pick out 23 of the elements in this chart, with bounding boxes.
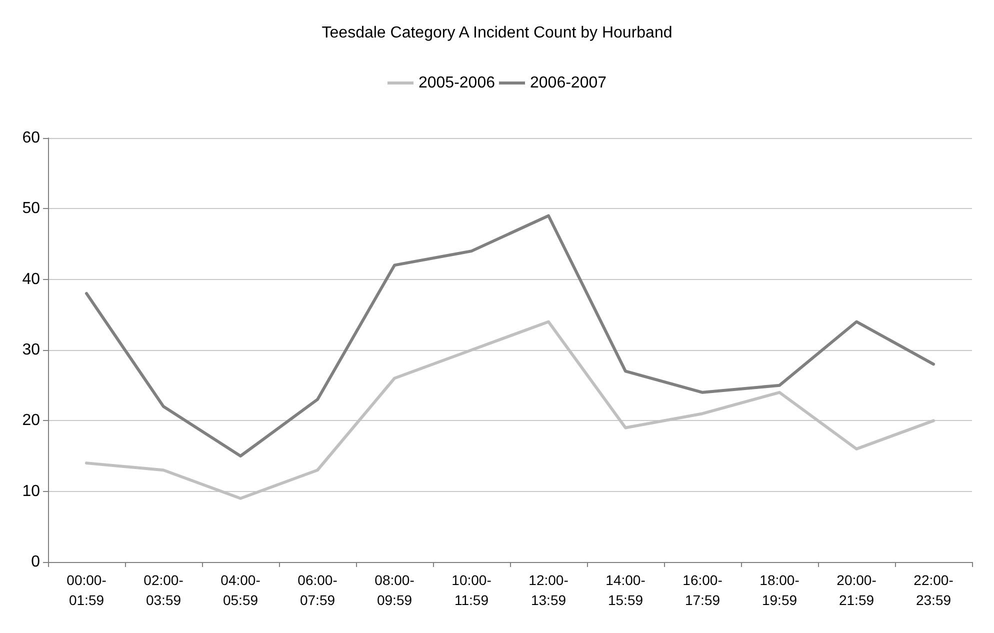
- x-tick-label: 06:00-07:59: [298, 572, 338, 608]
- x-tick-label: 12:00-13:59: [528, 572, 569, 608]
- y-tick-label: 10: [22, 482, 40, 500]
- x-tick-label: 18:00-19:59: [760, 572, 800, 608]
- x-tick-label: 22:00-23:59: [914, 572, 954, 608]
- y-tick-label: 40: [22, 270, 40, 288]
- y-tick-label: 60: [22, 130, 40, 146]
- x-tick-label: 10:00-11:59: [452, 572, 492, 608]
- x-tick-label: 08:00-09:59: [374, 572, 415, 608]
- x-tick-label: 20:00-21:59: [836, 572, 877, 608]
- line-series: [85, 214, 935, 458]
- x-tick-label: 00:00-01:59: [66, 572, 107, 608]
- y-tick-label: 50: [22, 200, 40, 218]
- y-tick-label: 20: [22, 412, 40, 430]
- x-tick-label: 02:00-03:59: [144, 572, 184, 608]
- y-tick-label: 0: [31, 554, 40, 570]
- x-tick-label: 14:00-15:59: [606, 572, 646, 608]
- x-tick-label: 04:00-05:59: [220, 572, 261, 608]
- y-tick-label: 30: [22, 342, 40, 358]
- x-tick-label: 16:00-17:59: [682, 572, 723, 608]
- chart-title: Teesdale Category A Incident Count by Hourband: [322, 24, 672, 42]
- legend-label: 2005-2006: [418, 74, 496, 92]
- legend-label: 2006-2007: [530, 74, 607, 92]
